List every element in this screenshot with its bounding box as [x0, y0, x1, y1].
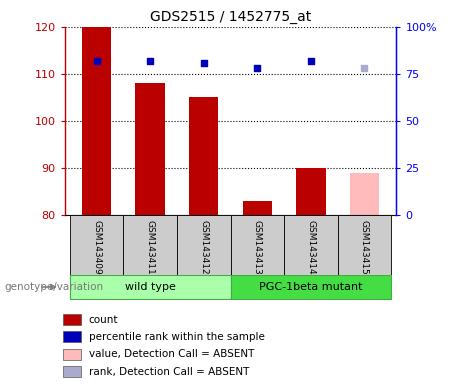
Point: [93, 58, 100, 64]
Bar: [296, 168, 325, 215]
Text: wild type: wild type: [125, 282, 176, 292]
Bar: [82, 27, 112, 215]
Text: GSM143415: GSM143415: [360, 220, 369, 275]
Text: GSM143413: GSM143413: [253, 220, 262, 275]
Point: [147, 58, 154, 64]
Bar: [63, 314, 81, 325]
Bar: [242, 201, 272, 215]
FancyBboxPatch shape: [177, 215, 230, 275]
FancyBboxPatch shape: [70, 215, 124, 275]
Point: [254, 65, 261, 71]
Text: GSM143409: GSM143409: [92, 220, 101, 275]
Text: GSM143412: GSM143412: [199, 220, 208, 275]
FancyBboxPatch shape: [284, 215, 337, 275]
Title: GDS2515 / 1452775_at: GDS2515 / 1452775_at: [150, 10, 311, 25]
Text: rank, Detection Call = ABSENT: rank, Detection Call = ABSENT: [89, 366, 249, 377]
Text: count: count: [89, 314, 118, 325]
Text: value, Detection Call = ABSENT: value, Detection Call = ABSENT: [89, 349, 254, 359]
Text: PGC-1beta mutant: PGC-1beta mutant: [259, 282, 362, 292]
Text: percentile rank within the sample: percentile rank within the sample: [89, 332, 265, 342]
Bar: [189, 98, 219, 215]
FancyBboxPatch shape: [337, 215, 391, 275]
Text: GSM143414: GSM143414: [306, 220, 315, 275]
Text: GSM143411: GSM143411: [146, 220, 155, 275]
Bar: [349, 173, 379, 215]
FancyBboxPatch shape: [70, 275, 230, 299]
Bar: [63, 366, 81, 377]
FancyBboxPatch shape: [230, 275, 391, 299]
FancyBboxPatch shape: [230, 215, 284, 275]
Point: [307, 58, 314, 64]
Bar: [63, 331, 81, 343]
Bar: [136, 83, 165, 215]
Point: [361, 65, 368, 71]
Text: genotype/variation: genotype/variation: [5, 282, 104, 292]
Bar: [63, 349, 81, 360]
FancyBboxPatch shape: [124, 215, 177, 275]
Point: [200, 60, 207, 66]
